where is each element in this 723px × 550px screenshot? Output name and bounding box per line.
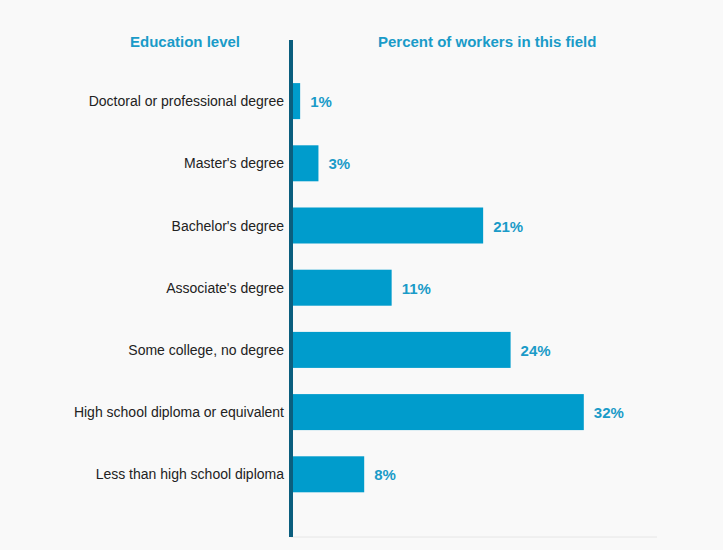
bar xyxy=(291,145,318,181)
category-label: Some college, no degree xyxy=(128,342,284,358)
data-label: 32% xyxy=(594,404,624,421)
bar xyxy=(291,394,584,430)
data-label: 21% xyxy=(493,218,523,235)
bar xyxy=(291,208,483,244)
data-label: 11% xyxy=(402,280,431,297)
category-label: Associate's degree xyxy=(166,280,284,296)
category-header: Education level xyxy=(130,33,240,50)
bars xyxy=(291,83,584,492)
chart: Education level Percent of workers in thi… xyxy=(0,0,723,550)
data-label: 3% xyxy=(328,155,350,172)
bar xyxy=(291,456,364,492)
bar xyxy=(291,270,392,306)
value-axis-line xyxy=(291,537,657,538)
category-axis-line xyxy=(289,40,293,537)
category-label: Doctoral or professional degree xyxy=(89,93,285,109)
bar xyxy=(291,332,511,368)
value-header: Percent of workers in this field xyxy=(378,33,596,50)
data-label: 8% xyxy=(374,466,396,483)
category-label: Master's degree xyxy=(184,155,284,171)
category-label: High school diploma or equivalent xyxy=(74,404,284,420)
category-label: Bachelor's degree xyxy=(172,218,285,234)
data-label: 24% xyxy=(521,342,551,359)
data-label: 1% xyxy=(310,93,332,110)
category-label: Less than high school diploma xyxy=(96,466,285,482)
background xyxy=(0,0,723,550)
